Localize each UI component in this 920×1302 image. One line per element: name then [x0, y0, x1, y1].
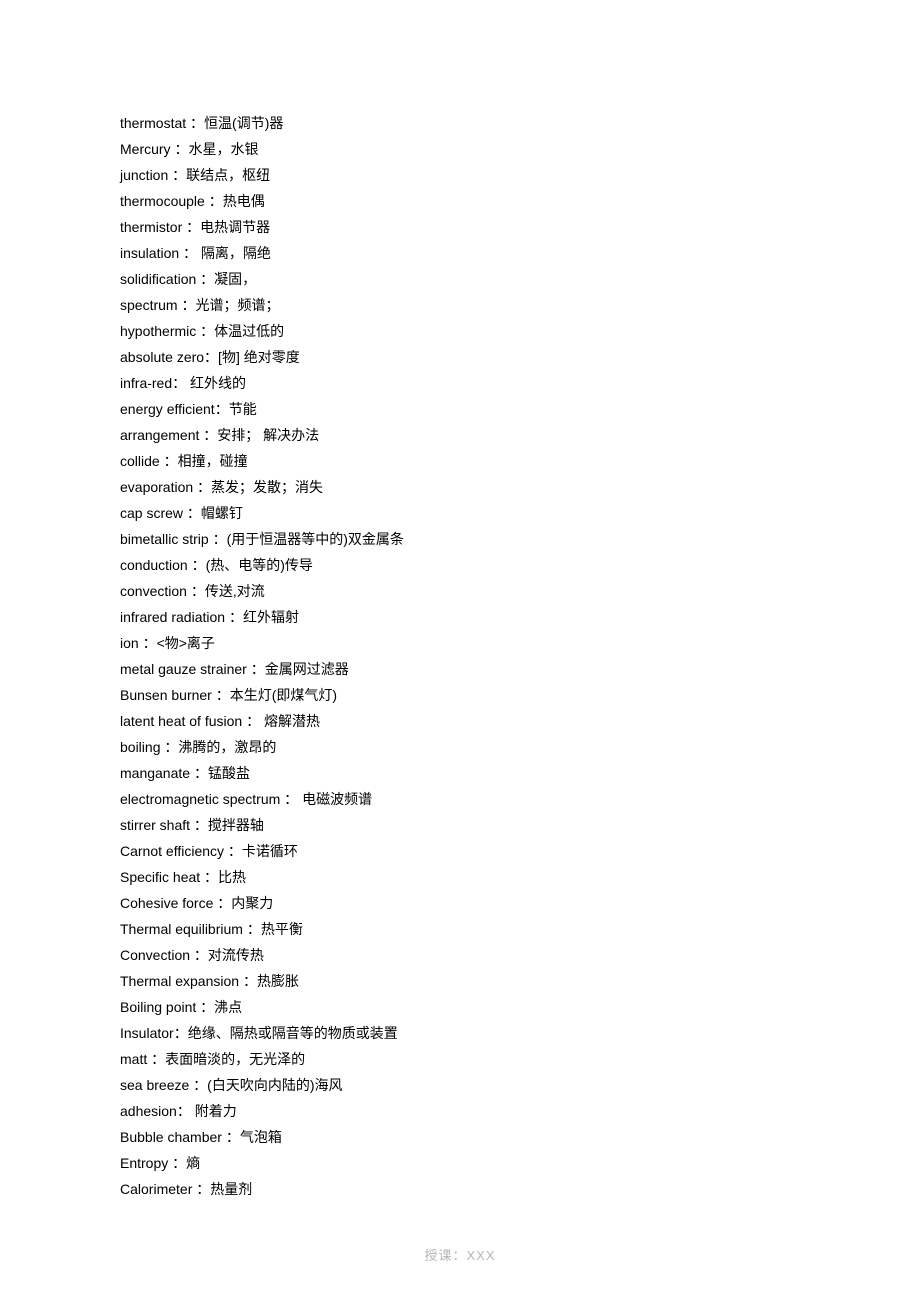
footer-text: 授课：XXX: [0, 1245, 920, 1264]
glossary-entry: Bubble chamber ：气泡箱: [120, 1124, 460, 1150]
glossary-entry: manganate ：锰酸盐: [120, 760, 460, 786]
glossary-entry: matt ：表面暗淡的，无光泽的: [120, 1046, 460, 1072]
glossary-entry: Calorimeter ：热量剂: [120, 1176, 460, 1202]
glossary-entry: Entropy ：熵: [120, 1150, 460, 1176]
glossary-entry: Mercury ：水星，水银: [120, 136, 460, 162]
glossary-entry: thermostat ：恒温(调节)器: [120, 110, 460, 136]
glossary-entry: sea breeze ：(白天吹向内陆的)海风: [120, 1072, 460, 1098]
glossary-entry: cap screw ：帽螺钉: [120, 500, 460, 526]
glossary-entry: conduction ：(热、电等的)传导: [120, 552, 460, 578]
glossary-entry: bimetallic strip ：(用于恒温器等中的)双金属条: [120, 526, 460, 552]
glossary-entry: spectrum ：光谱；频谱；: [120, 292, 460, 318]
glossary-entry: adhesion： 附着力: [120, 1098, 460, 1124]
glossary-entry: Carnot efficiency ：卡诺循环: [120, 838, 460, 864]
glossary-entry: convection ：传送,对流: [120, 578, 460, 604]
glossary-entry: absolute zero：[物] 绝对零度: [120, 344, 460, 370]
glossary-entry: Convection ：对流传热: [120, 942, 460, 968]
glossary-entry: metal gauze strainer ：金属网过滤器: [120, 656, 460, 682]
glossary-entry: hypothermic ：体温过低的: [120, 318, 460, 344]
glossary-entry: arrangement ：安排； 解决办法: [120, 422, 460, 448]
glossary-entry: thermistor ：电热调节器: [120, 214, 460, 240]
glossary-entry: Thermal equilibrium ：热平衡: [120, 916, 460, 942]
glossary-entry: insulation ： 隔离，隔绝: [120, 240, 460, 266]
glossary-entry: stirrer shaft ：搅拌器轴: [120, 812, 460, 838]
glossary-entry: Insulator：绝缘、隔热或隔音等的物质或装置: [120, 1020, 460, 1046]
glossary-entry: Boiling point ：沸点: [120, 994, 460, 1020]
glossary-list: thermostat ：恒温(调节)器Mercury ：水星，水银junctio…: [120, 110, 460, 1202]
glossary-entry: Bunsen burner ：本生灯(即煤气灯): [120, 682, 460, 708]
glossary-entry: boiling ：沸腾的，激昂的: [120, 734, 460, 760]
glossary-entry: solidification ：凝固，: [120, 266, 460, 292]
glossary-entry: evaporation ：蒸发；发散；消失: [120, 474, 460, 500]
glossary-entry: energy efficient：节能: [120, 396, 460, 422]
glossary-entry: junction ：联结点，枢纽: [120, 162, 460, 188]
page: thermostat ：恒温(调节)器Mercury ：水星，水银junctio…: [0, 0, 920, 1302]
glossary-entry: collide ：相撞，碰撞: [120, 448, 460, 474]
glossary-entry: latent heat of fusion ： 熔解潜热: [120, 708, 460, 734]
glossary-entry: thermocouple ：热电偶: [120, 188, 460, 214]
glossary-entry: electromagnetic spectrum ： 电磁波频谱: [120, 786, 460, 812]
glossary-entry: infra-red： 红外线的: [120, 370, 460, 396]
glossary-entry: Thermal expansion ：热膨胀: [120, 968, 460, 994]
glossary-entry: Cohesive force ：内聚力: [120, 890, 460, 916]
glossary-entry: Specific heat ：比热: [120, 864, 460, 890]
glossary-entry: ion ：<物>离子: [120, 630, 460, 656]
glossary-entry: infrared radiation ：红外辐射: [120, 604, 460, 630]
